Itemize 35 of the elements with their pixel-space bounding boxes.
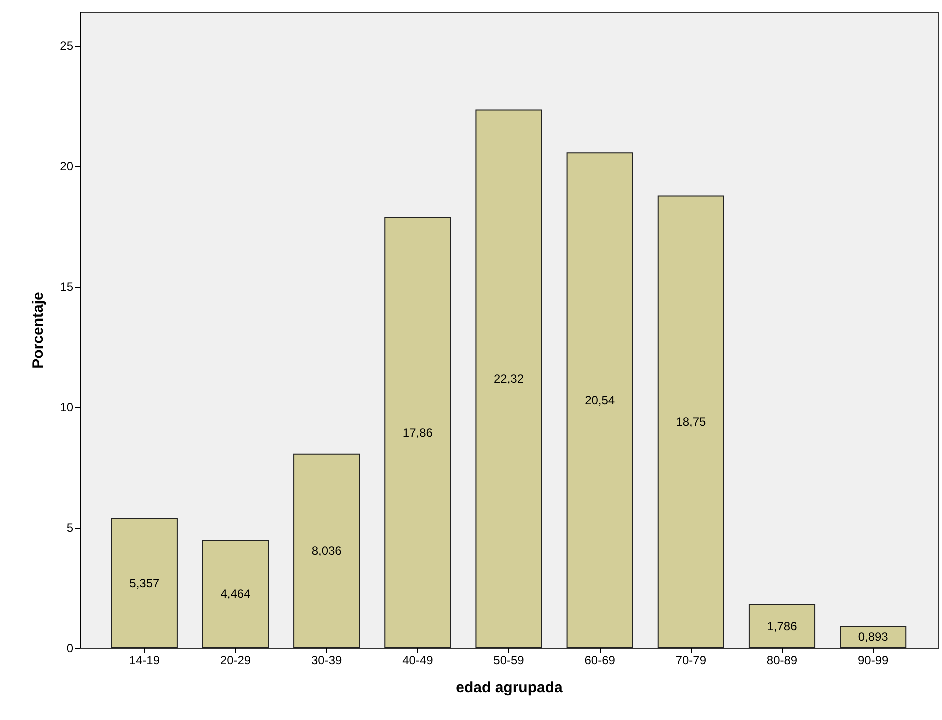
bar [294, 454, 360, 648]
y-tick-label: 0 [66, 642, 74, 656]
data-label: 22,32 [494, 372, 524, 386]
x-tick-label: 20-29 [220, 654, 252, 668]
bar [748, 604, 816, 648]
y-tick-label: 15 [60, 280, 74, 294]
x-tick-label: 14-19 [129, 654, 160, 668]
x-tick-label: 80-89 [766, 654, 798, 668]
data-label: 17,86 [402, 426, 434, 440]
bar [840, 626, 907, 648]
x-tick-label: 60-69 [584, 654, 616, 668]
data-label: 4,464 [220, 587, 252, 602]
data-label: 5,357 [130, 576, 160, 590]
bar [111, 518, 178, 648]
x-tick-label: 70-79 [676, 654, 707, 668]
y-tick-label: 25 [60, 39, 74, 54]
y-tick-label: 10 [60, 400, 74, 415]
bar [384, 217, 452, 648]
bar [566, 152, 634, 648]
data-label: 18,75 [676, 415, 707, 430]
y-tick-label: 5 [66, 521, 74, 536]
y-tick-label: 20 [60, 160, 74, 174]
y-axis-title: Porcentaje [30, 292, 48, 369]
x-axis-title: edad agrupada [456, 680, 564, 696]
data-label: 8,036 [312, 544, 342, 558]
bar [202, 540, 270, 648]
data-label: 1,786 [767, 619, 798, 634]
data-label: 0,893 [858, 630, 889, 644]
x-tick-label: 40-49 [402, 654, 434, 668]
x-tick-label: 50-59 [494, 654, 525, 668]
bar [476, 110, 542, 648]
bar [658, 196, 724, 648]
x-tick-label: 90-99 [858, 654, 889, 668]
data-label: 20,54 [585, 394, 616, 408]
x-tick-label: 30-39 [311, 654, 342, 668]
